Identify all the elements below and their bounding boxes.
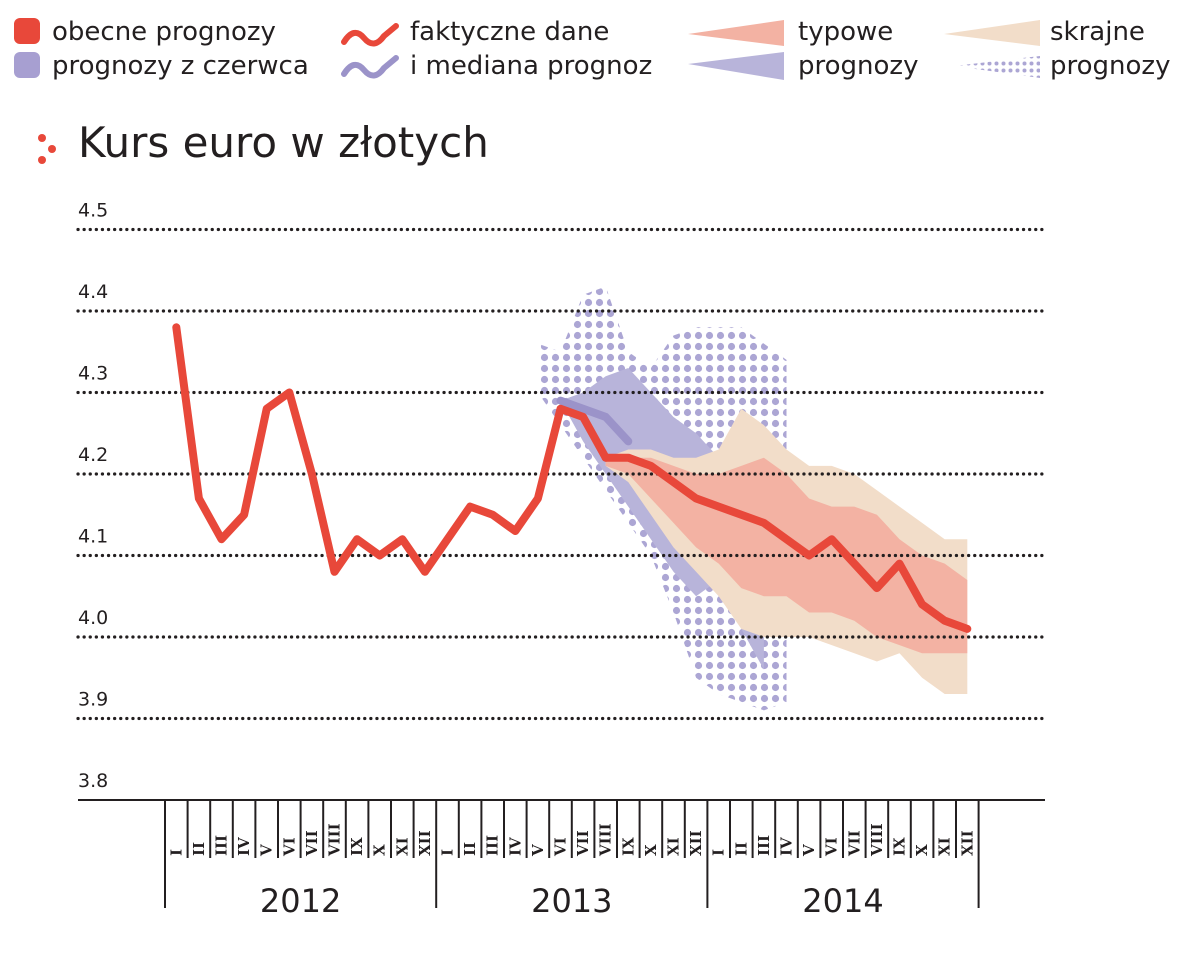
legend-typical-swatch-icon — [688, 20, 784, 80]
month-tick-label: XII — [958, 830, 976, 856]
month-tick-label: XII — [416, 830, 434, 856]
month-tick-label: II — [461, 842, 479, 856]
y-tick-label: 4.1 — [78, 526, 108, 548]
month-tick-label: VII — [574, 830, 592, 857]
legend-label-june: prognozy z czerwca — [52, 51, 309, 81]
month-tick-label: IV — [506, 837, 524, 856]
legend-extreme-swatch-icon — [944, 20, 1040, 78]
y-tick-label: 4.3 — [78, 363, 108, 385]
y-tick-label: 4.0 — [78, 607, 108, 629]
y-tick-label: 3.8 — [78, 770, 108, 792]
legend-actual-line-icon — [341, 23, 399, 79]
month-tick-label: I — [439, 849, 457, 856]
month-tick-label: V — [529, 844, 547, 857]
chart-title: Kurs euro w złotych — [78, 118, 489, 167]
month-tick-label: VII — [303, 830, 321, 857]
month-tick-label: I — [710, 849, 728, 856]
legend-label-actual-1: faktyczne dane — [410, 17, 610, 47]
legend-label-typical-1: typowe — [798, 17, 894, 47]
month-tick-label: V — [800, 844, 818, 857]
month-tick-label: VIII — [326, 823, 344, 857]
month-tick-label: X — [371, 844, 389, 856]
month-tick-label: I — [167, 849, 185, 856]
title-dots-icon — [38, 134, 56, 164]
month-tick-label: III — [213, 835, 231, 856]
month-tick-label: XI — [936, 837, 954, 856]
month-tick-label: IX — [348, 837, 366, 856]
month-tick-label: V — [258, 844, 276, 857]
legend-label-actual-2: i mediana prognoz — [410, 51, 653, 81]
legend-swatch-current — [14, 18, 40, 44]
month-tick-label: VI — [823, 837, 841, 857]
y-tick-label: 4.5 — [78, 200, 108, 222]
month-tick-label: IX — [891, 837, 909, 856]
month-tick-label: IV — [778, 837, 796, 856]
month-tick-label: III — [755, 835, 773, 856]
legend-label-extreme-2: prognozy — [1050, 51, 1171, 81]
month-tick-label: II — [190, 842, 208, 856]
month-tick-label: XI — [393, 837, 411, 856]
year-label: 2014 — [802, 882, 883, 920]
y-tick-label: 4.4 — [78, 281, 108, 303]
month-tick-label: XI — [665, 837, 683, 856]
line-june-median — [556, 396, 633, 446]
month-tick-label: XII — [687, 830, 705, 856]
year-label: 2013 — [531, 882, 612, 920]
legend-label-typical-2: prognozy — [798, 51, 919, 81]
year-label: 2012 — [260, 882, 341, 920]
y-tick-label: 3.9 — [78, 689, 108, 711]
month-tick-label: IV — [235, 837, 253, 856]
legend-label-current: obecne prognozy — [52, 17, 276, 47]
legend-swatch-june — [14, 52, 40, 78]
month-tick-label: VI — [280, 837, 298, 857]
month-tick-label: VIII — [597, 823, 615, 857]
month-tick-label: II — [732, 842, 750, 856]
line-current-median — [601, 453, 972, 633]
month-tick-label: IX — [619, 837, 637, 856]
month-tick-label: III — [484, 835, 502, 856]
month-tick-label: VI — [552, 837, 570, 857]
month-tick-label: VII — [845, 830, 863, 857]
month-tick-label: X — [642, 844, 660, 856]
legend-label-extreme-1: skrajne — [1050, 17, 1145, 47]
month-tick-label: VIII — [868, 823, 886, 857]
y-tick-label: 4.2 — [78, 444, 108, 466]
line-actual — [172, 323, 610, 576]
month-tick-label: X — [913, 844, 931, 856]
